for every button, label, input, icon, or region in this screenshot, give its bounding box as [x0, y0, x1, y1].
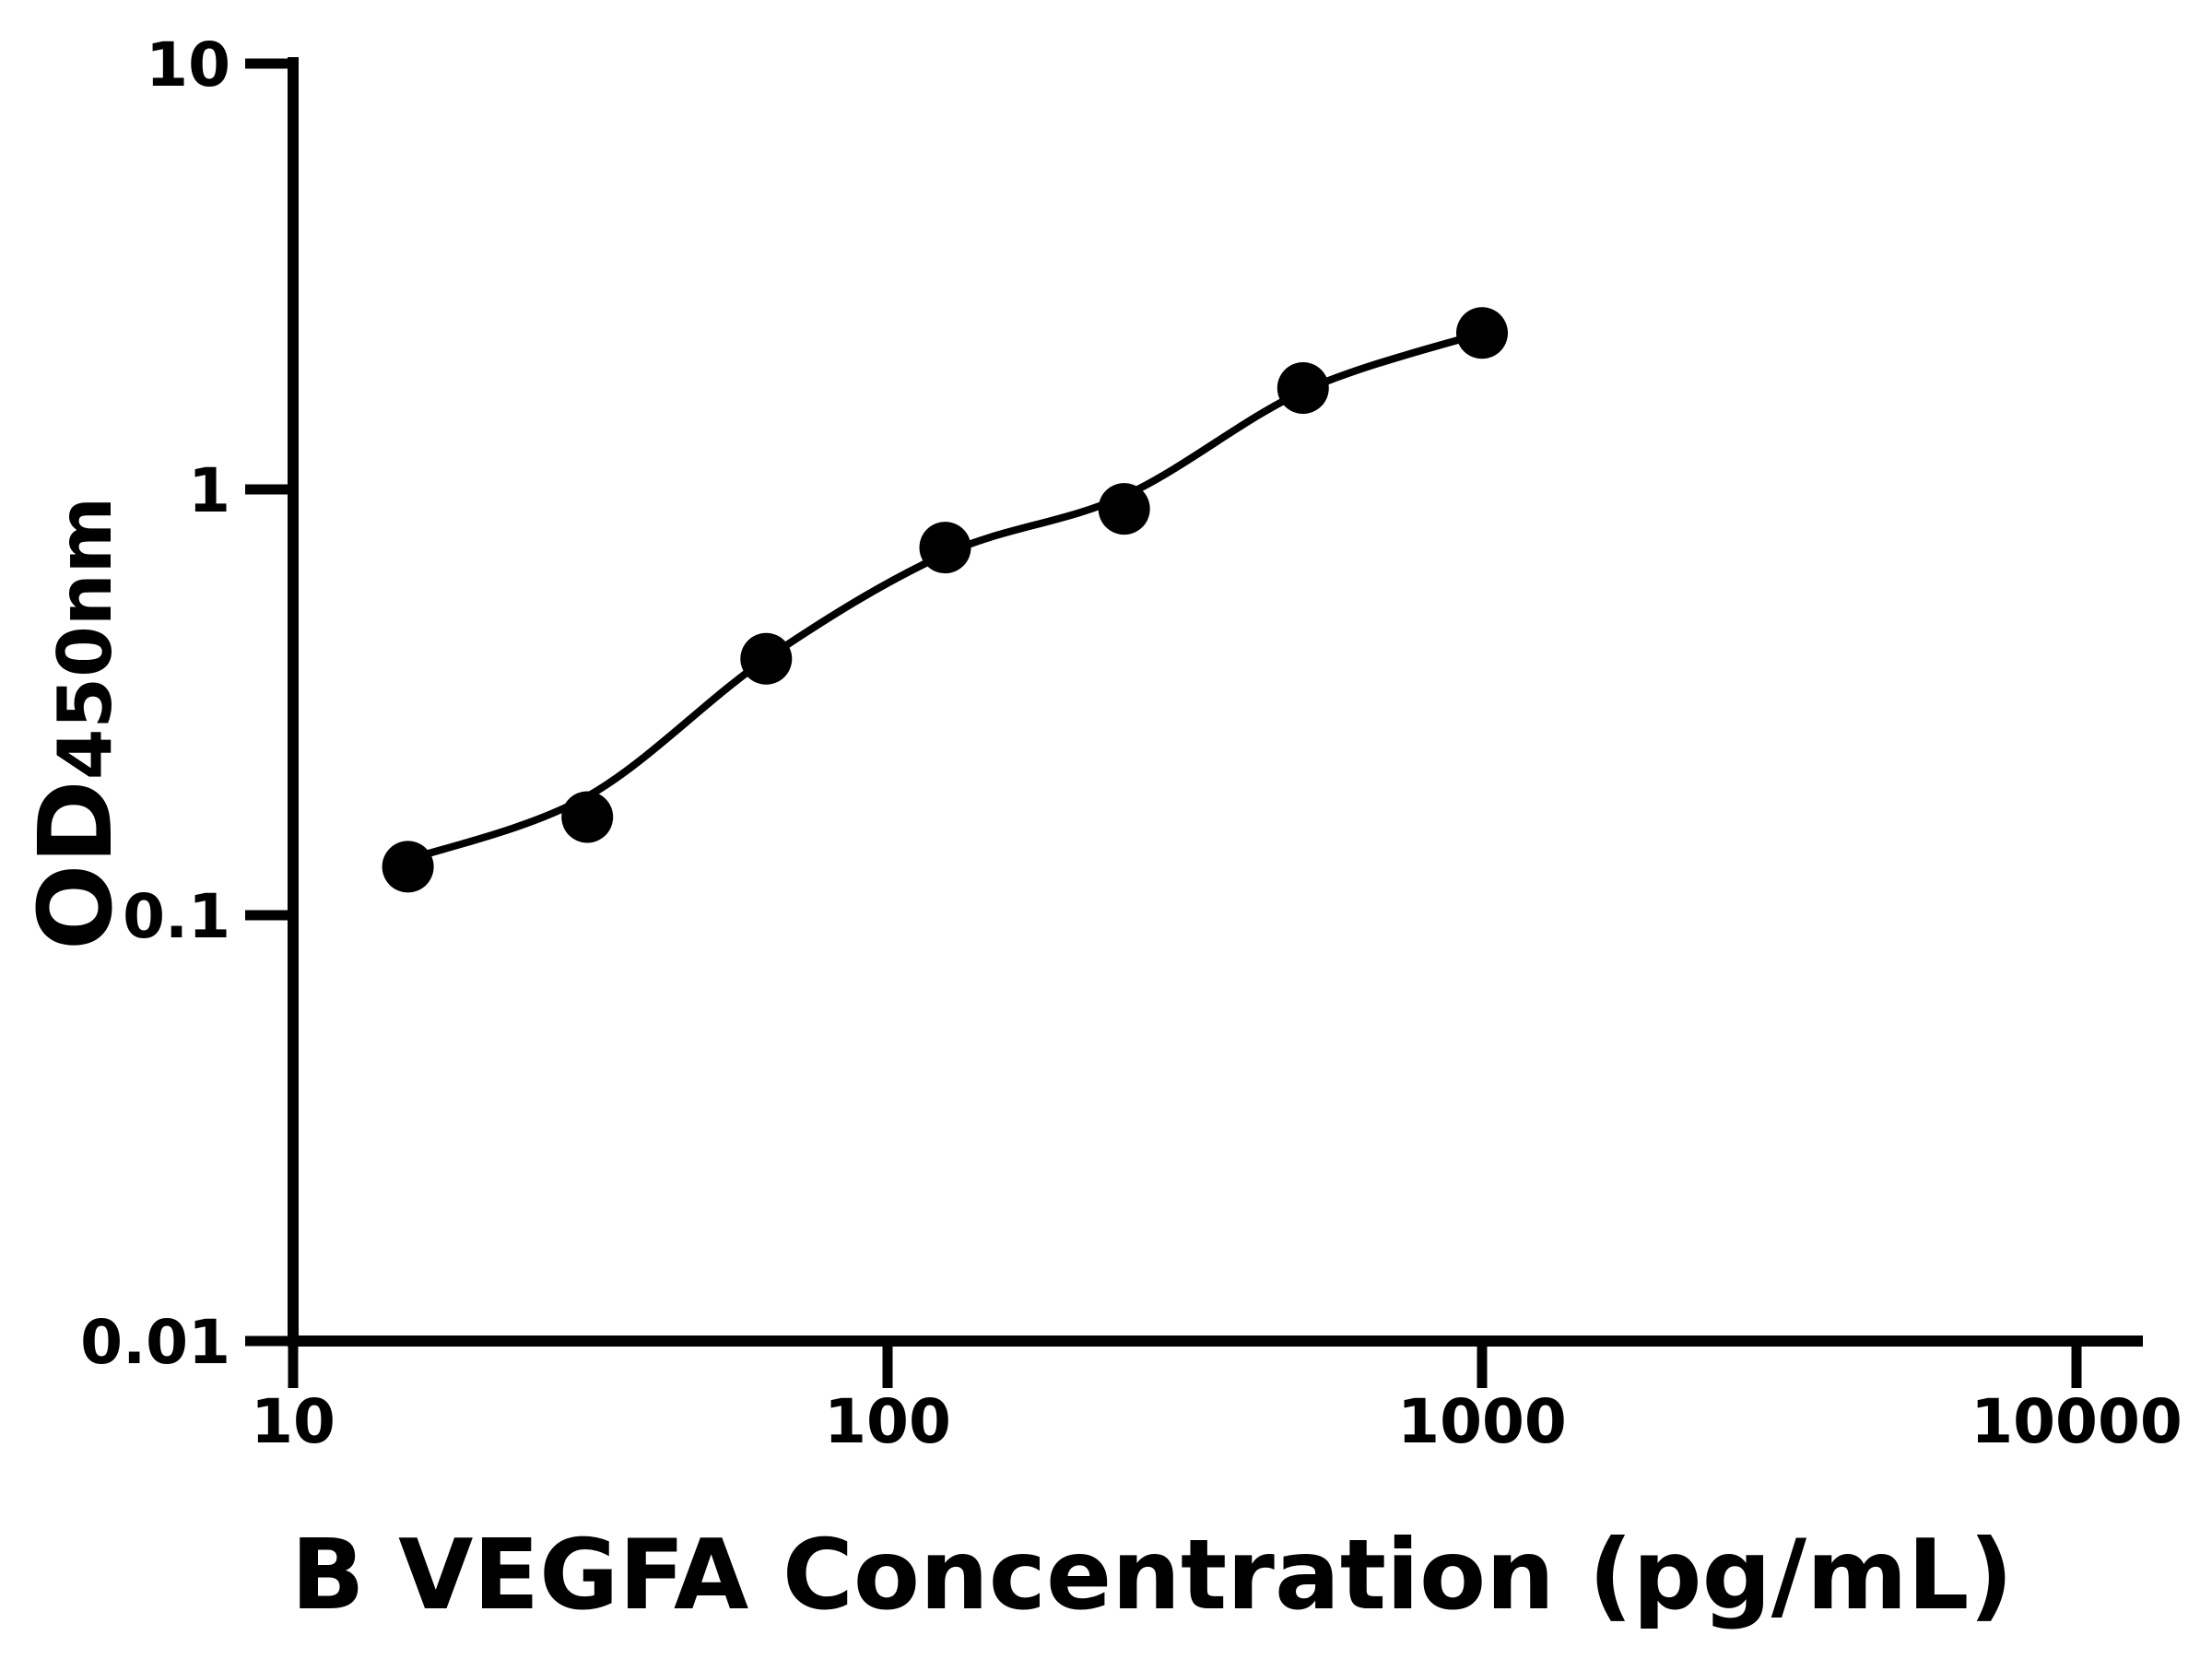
x-tick-label: 10: [251, 1386, 335, 1457]
data-point: [919, 522, 971, 574]
x-axis-tick-labels: 10 100 1000 10000: [251, 1386, 2183, 1457]
data-point: [1277, 362, 1329, 414]
y-axis-title-main: OD: [17, 780, 135, 950]
y-axis-title: OD450nm: [17, 497, 135, 950]
y-axis-ticks: [245, 58, 295, 1347]
fit-curve: [404, 329, 1486, 864]
data-point: [382, 841, 434, 893]
data-point: [1098, 483, 1150, 535]
data-point: [561, 791, 614, 843]
x-axis-ticks: [288, 1341, 2082, 1388]
x-axis-title: B VEGFA Concentration (pg/mL): [291, 1519, 2014, 1631]
x-tick-label: 10000: [1971, 1386, 2183, 1457]
y-axis-title-subscript: 450nm: [42, 497, 128, 780]
y-tick-label: 0.1: [123, 881, 230, 952]
y-axis-tick-labels: 10 1 0.1 0.01: [80, 29, 230, 1378]
y-tick-label: 10: [146, 29, 230, 100]
data-point: [1456, 307, 1508, 359]
x-tick-label: 100: [824, 1386, 951, 1457]
y-tick-label: 0.01: [80, 1307, 230, 1378]
x-tick-label: 1000: [1397, 1386, 1567, 1457]
data-point: [740, 632, 793, 685]
data-points: [382, 307, 1508, 893]
y-tick-label: 1: [188, 455, 230, 526]
